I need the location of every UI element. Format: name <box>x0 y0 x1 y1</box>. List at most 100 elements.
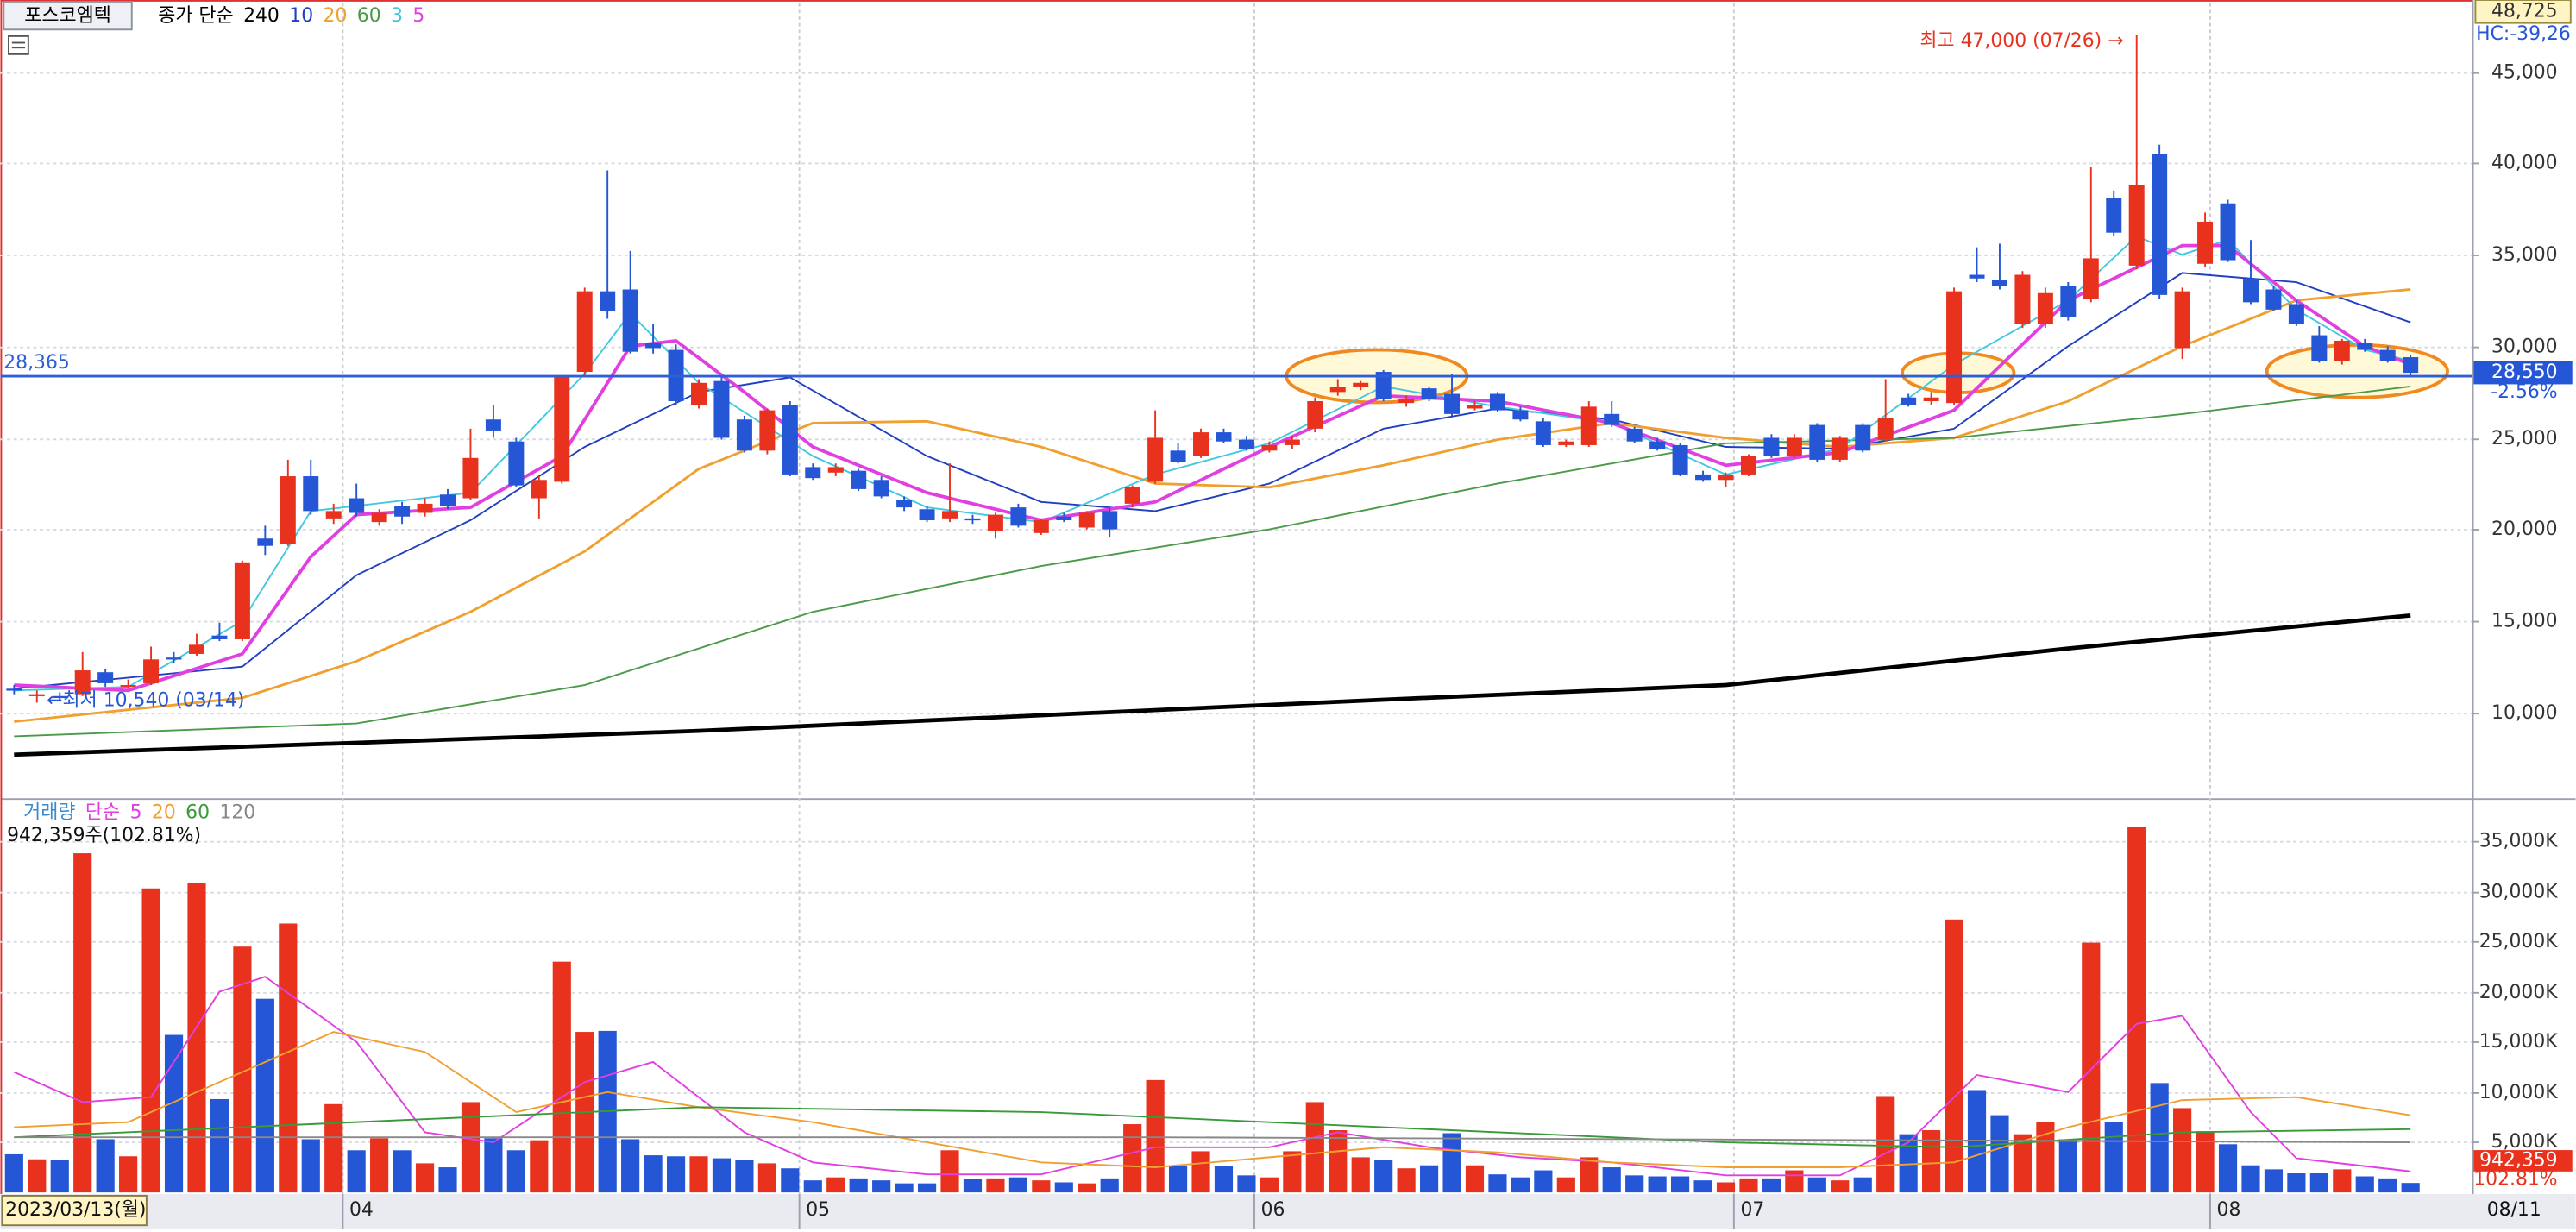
volume-bar <box>141 888 160 1193</box>
volume-bar <box>28 1159 47 1193</box>
candle-body <box>1626 428 1643 442</box>
start-date-label: 2023/03/13(월) <box>5 1199 146 1221</box>
candle-body <box>1124 487 1140 504</box>
candle-body <box>2152 154 2168 295</box>
volume-bar <box>1671 1176 1690 1193</box>
legend-item: 5 <box>130 801 142 823</box>
candle-body <box>2128 185 2145 266</box>
candle-body <box>1786 437 1802 456</box>
volume-bar <box>415 1163 435 1193</box>
legend-item: 5 <box>412 5 424 27</box>
volume-bar <box>917 1183 937 1193</box>
volume-bar <box>164 1034 184 1193</box>
volume-bar <box>1214 1166 1234 1193</box>
candle-body <box>2220 203 2236 261</box>
candle-body <box>1216 432 1232 442</box>
volume-bar <box>1305 1102 1324 1193</box>
volume-bar <box>1260 1177 1279 1193</box>
candle-body <box>188 644 204 654</box>
volume-bar <box>393 1150 412 1193</box>
volume-bar <box>1168 1166 1188 1193</box>
volume-bar <box>347 1150 366 1193</box>
volume-bar <box>1419 1165 1439 1193</box>
y-tick-label: 5,000K <box>2491 1131 2559 1153</box>
candle-body <box>325 511 342 519</box>
candle-body <box>2197 221 2214 264</box>
volume-bar <box>1191 1151 1210 1193</box>
volume-bar <box>2378 1178 2397 1193</box>
volume-bar <box>2264 1169 2284 1193</box>
candle-body <box>873 480 889 497</box>
legend-item: 60 <box>357 5 381 27</box>
menu-icon[interactable] <box>8 35 29 55</box>
candle-body <box>2083 258 2099 299</box>
x-tick-label: 06 <box>1261 1199 1285 1221</box>
y-tick-label: 40,000 <box>2491 152 2558 173</box>
candle-body <box>1946 291 1963 404</box>
volume-bar <box>2013 1134 2033 1193</box>
volume-bar <box>1465 1165 1485 1193</box>
end-date-label: 08/11 <box>2487 1199 2541 1221</box>
volume-bar <box>324 1103 343 1193</box>
ma-line <box>14 613 2411 757</box>
volume-bar <box>1100 1178 1119 1193</box>
legend-item: 거래량 <box>23 801 75 823</box>
volume-bar <box>803 1180 822 1193</box>
candle-body <box>1238 439 1254 449</box>
candle-body <box>417 503 433 513</box>
candle-body <box>1170 450 1186 462</box>
candle-body <box>6 688 22 691</box>
candle-body <box>257 538 273 546</box>
volume-bar <box>1329 1130 1348 1193</box>
candle-body <box>2288 304 2304 324</box>
candle-body <box>120 685 136 688</box>
y-tick-label: 10,000 <box>2491 702 2558 724</box>
volume-bar <box>1123 1124 1142 1193</box>
y-tick-label: 35,000 <box>2491 244 2558 266</box>
candle-body <box>691 382 707 405</box>
ma-line <box>14 1031 2411 1168</box>
candle-body <box>1877 418 1894 440</box>
candle-body <box>1923 397 1939 401</box>
candle-body <box>942 511 958 519</box>
volume-bar <box>119 1156 138 1193</box>
volume-bar <box>1831 1180 1850 1193</box>
volume-bar <box>1899 1134 1918 1193</box>
candle-body <box>713 380 730 438</box>
candle-body <box>1855 424 1871 451</box>
title-box <box>3 0 133 31</box>
ma-line <box>14 272 2411 690</box>
volume-bar <box>2355 1176 2374 1193</box>
candle-body <box>1147 437 1164 482</box>
volume-bar <box>644 1155 663 1193</box>
volume-tag-label: 942,359 <box>2479 1149 2557 1171</box>
candle-body <box>2334 340 2350 361</box>
candle-body <box>2106 198 2122 233</box>
candle-body <box>851 470 867 489</box>
volume-bar <box>2104 1122 2123 1193</box>
candle-body <box>280 476 296 544</box>
candle-body <box>1991 280 2007 286</box>
y-tick-label: 35,000K <box>2479 831 2559 852</box>
candle-body <box>736 419 752 451</box>
candle-body <box>1718 474 1734 481</box>
candle-body <box>1261 444 1278 451</box>
chart-title: 포스코엠텍 <box>24 5 111 27</box>
volume-bar <box>1990 1115 2009 1193</box>
volume-bar <box>781 1168 800 1193</box>
y-tick-label: 30,000 <box>2491 336 2558 358</box>
volume-bar <box>940 1150 959 1193</box>
candle-body <box>2060 286 2077 317</box>
x-tick-label: 08 <box>2217 1199 2241 1221</box>
volume-bar <box>712 1158 732 1193</box>
candle-body <box>1056 516 1072 520</box>
volume-bar <box>666 1156 686 1193</box>
reference-label: 28,365 <box>3 352 70 374</box>
y-tick-label: 10,000K <box>2479 1082 2559 1103</box>
volume-bar <box>2309 1173 2328 1193</box>
ma-line <box>14 1136 2411 1144</box>
price-tag-label: 28,550 <box>2491 361 2558 383</box>
volume-bar <box>757 1163 776 1193</box>
annotation: ←최저 10,540 (03/14) <box>47 690 244 712</box>
